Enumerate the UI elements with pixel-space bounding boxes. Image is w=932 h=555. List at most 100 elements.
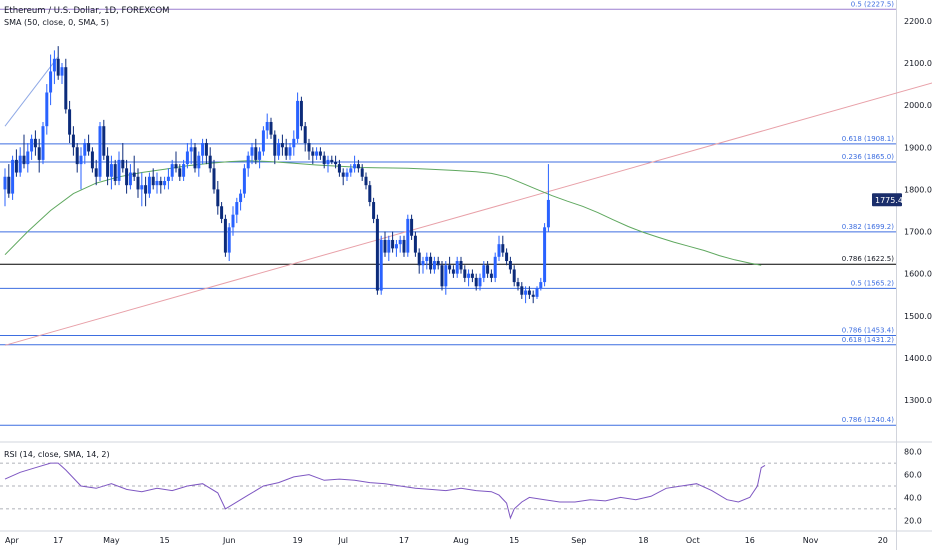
candle [429, 252, 433, 274]
candle-body [204, 143, 208, 156]
candle-body [307, 143, 311, 152]
candle [330, 155, 334, 165]
time-tick-label: 17 [399, 536, 409, 545]
candle [185, 143, 189, 169]
candle [3, 168, 7, 207]
candle-body [326, 159, 330, 165]
fib-level-label: 0.786 (1453.4) [842, 326, 894, 334]
candle [436, 256, 440, 270]
candle [311, 147, 315, 165]
candle-body [318, 151, 322, 156]
candle-body [14, 159, 18, 173]
candle [128, 164, 132, 190]
candle [223, 214, 227, 257]
candle-body [349, 168, 353, 173]
candle-body [64, 67, 68, 110]
candle [394, 239, 398, 257]
candle-body [33, 138, 37, 148]
time-tick-label: Jul [337, 536, 348, 545]
candle-body [178, 168, 182, 177]
candle-body [398, 239, 402, 245]
candle-body [546, 199, 550, 228]
candle-body [448, 265, 452, 270]
candle-body [410, 218, 414, 236]
candle [155, 172, 159, 194]
time-tick-label: 20 [878, 536, 888, 545]
rsi-tick-label: 60.0 [904, 471, 922, 480]
candle-body [18, 155, 22, 173]
time-tick-label: Jun [222, 536, 236, 545]
candle [345, 168, 349, 181]
candle-body [334, 162, 338, 165]
candle [197, 151, 201, 177]
candle-body [197, 155, 201, 169]
candle [235, 197, 239, 224]
candle [121, 143, 125, 173]
candle [102, 119, 106, 160]
candle-body [501, 244, 505, 253]
candle-body [353, 164, 357, 169]
candle-body [7, 176, 11, 194]
candle [387, 235, 391, 262]
candle [280, 134, 284, 156]
candle [402, 235, 406, 257]
candle-body [235, 202, 239, 215]
fib-level-label: 0.382 (1699.2) [842, 223, 894, 231]
candle [242, 164, 246, 198]
trendlines-layer [4, 56, 932, 346]
candle-body [379, 239, 383, 291]
candle [364, 172, 368, 190]
candle [489, 269, 493, 283]
candle [26, 143, 30, 173]
candle-body [144, 185, 148, 194]
candles-layer [3, 46, 550, 304]
candle-body [201, 143, 205, 156]
candle [360, 164, 364, 181]
candle [239, 189, 243, 211]
candle-body [121, 159, 125, 169]
candle [296, 92, 300, 144]
candle [208, 147, 212, 173]
time-tick-label: Oct [686, 536, 700, 545]
candle-body [185, 151, 189, 165]
time-tick-label: 15 [509, 536, 519, 545]
price-badge-bg [872, 193, 902, 207]
candle-body [163, 180, 167, 186]
price-badge: 1775.4 [872, 193, 903, 207]
candle-body [372, 202, 376, 219]
candle [463, 265, 467, 283]
candle-body [277, 143, 281, 156]
price-tick-label: 1400.0 [904, 354, 932, 363]
candle-body [261, 130, 265, 152]
candle-body [155, 180, 159, 186]
candle-body [417, 252, 421, 266]
candle-body [421, 261, 425, 266]
candle-body [516, 282, 520, 287]
candle [220, 202, 224, 224]
fib-level-label: 0.236 (1865.0) [842, 153, 894, 161]
candle [535, 286, 539, 299]
candle [425, 252, 429, 270]
candle [254, 138, 258, 165]
fib-level-label: 0.786 (1240.4) [842, 416, 894, 424]
candle-body [30, 138, 34, 152]
candle [375, 214, 379, 295]
candle [505, 248, 509, 266]
candle-body [330, 159, 334, 163]
candle-body [140, 185, 144, 190]
candle [49, 54, 53, 106]
candle-body [486, 265, 490, 274]
candle [277, 138, 281, 160]
candle [398, 235, 402, 253]
candle-body [478, 277, 482, 287]
candle-body [109, 164, 113, 177]
candle-body [402, 239, 406, 253]
candle-body [227, 227, 231, 253]
candle [516, 277, 520, 291]
candle-body [520, 286, 524, 295]
candle-body [125, 168, 129, 186]
candle [45, 84, 49, 135]
rsi-indicator-label: RSI (14, close, SMA, 14, 2) [4, 450, 110, 459]
